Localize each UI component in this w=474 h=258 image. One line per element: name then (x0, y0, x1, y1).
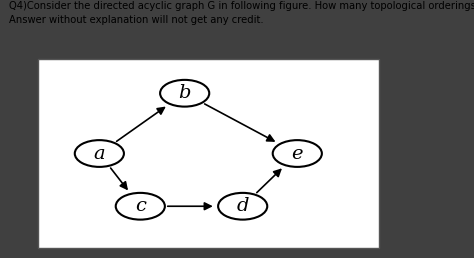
Circle shape (75, 140, 124, 167)
Text: e: e (292, 144, 303, 163)
Text: d: d (237, 197, 249, 215)
Text: a: a (93, 144, 105, 163)
Text: Q4)Consider the directed acyclic graph G in following figure. How many topologic: Q4)Consider the directed acyclic graph G… (9, 1, 474, 11)
Circle shape (273, 140, 322, 167)
Text: Answer without explanation will not get any credit.: Answer without explanation will not get … (9, 15, 264, 26)
Circle shape (218, 193, 267, 220)
Circle shape (116, 193, 165, 220)
Circle shape (160, 80, 209, 107)
Text: c: c (135, 197, 146, 215)
FancyBboxPatch shape (38, 59, 379, 248)
Text: b: b (178, 84, 191, 102)
